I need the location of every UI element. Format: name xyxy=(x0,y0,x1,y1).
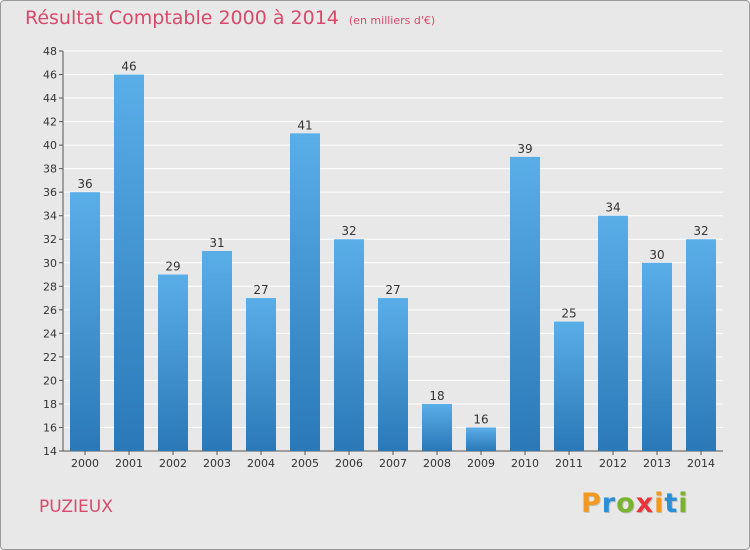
y-tick-label: 14 xyxy=(43,445,57,458)
bar-2014 xyxy=(686,239,716,451)
y-tick-labels: 14 16 18 20 22 24 26 28 30 32 34 36 38 40 42 44 46 48 xyxy=(43,45,63,458)
x-tick-label-2011: 2011 xyxy=(555,457,583,470)
y-tick-label: 32 xyxy=(43,233,57,246)
logo-letter: o xyxy=(616,488,636,519)
bar-2013 xyxy=(642,262,672,451)
y-tick-label: 20 xyxy=(43,374,57,387)
bar-2001 xyxy=(114,74,144,451)
data-label-2002: 29 xyxy=(165,260,180,274)
proxiti-logo: Proxiti xyxy=(581,488,689,519)
bar-2000 xyxy=(70,192,100,452)
y-tick-label: 40 xyxy=(43,139,57,152)
data-label-2011: 25 xyxy=(561,307,576,321)
bar-2002 xyxy=(158,274,188,451)
data-label-2010: 39 xyxy=(517,142,532,156)
logo-letter: i xyxy=(654,488,665,519)
y-tick-label: 26 xyxy=(43,304,57,317)
y-tick-label: 36 xyxy=(43,186,57,199)
data-label-2005: 41 xyxy=(297,118,312,132)
bar-2008 xyxy=(422,403,452,451)
x-tick-label-2012: 2012 xyxy=(599,457,627,470)
y-tick-label: 34 xyxy=(43,210,57,223)
bar-2005 xyxy=(290,133,320,451)
data-label-2000: 36 xyxy=(77,177,92,191)
logo-letter: P xyxy=(581,488,602,519)
commune-name: PUZIEUX xyxy=(39,497,113,517)
y-tick-label: 42 xyxy=(43,116,57,129)
logo-letter: t xyxy=(664,488,679,519)
data-label-2009: 16 xyxy=(473,412,488,426)
bar-2007 xyxy=(378,298,408,451)
x-tick-label-2002: 2002 xyxy=(159,457,187,470)
x-tick-label-2006: 2006 xyxy=(335,457,363,470)
data-label-2004: 27 xyxy=(253,283,268,297)
data-label-2007: 27 xyxy=(385,283,400,297)
x-tick-label-2005: 2005 xyxy=(291,457,319,470)
data-label-2001: 46 xyxy=(121,60,136,74)
y-tick-label: 30 xyxy=(43,257,57,270)
logo-letter: i xyxy=(678,488,689,519)
data-label-2006: 32 xyxy=(341,224,356,238)
bar-2006 xyxy=(334,239,364,451)
x-tick-label-2007: 2007 xyxy=(379,457,407,470)
y-tick-label: 22 xyxy=(43,351,57,364)
x-tick-label-2000: 2000 xyxy=(71,457,99,470)
data-labels: 36 46 29 31 27 41 32 27 18 16 39 25 34 30 32 xyxy=(77,60,708,427)
bar-2010 xyxy=(510,156,540,451)
data-label-2008: 18 xyxy=(429,389,444,403)
logo-letter: x xyxy=(635,488,655,519)
data-label-2014: 32 xyxy=(693,224,708,238)
bar-2012 xyxy=(598,215,628,451)
x-tick-label-2010: 2010 xyxy=(511,457,539,470)
data-label-2012: 34 xyxy=(605,201,620,215)
x-tick-label-2009: 2009 xyxy=(467,457,495,470)
y-tick-label: 24 xyxy=(43,327,57,340)
logo-letter: r xyxy=(601,488,617,519)
y-tick-label: 16 xyxy=(43,421,57,434)
data-label-2003: 31 xyxy=(209,236,224,250)
chart-title: Résultat Comptable 2000 à 2014 (en millie… xyxy=(25,7,435,29)
y-tick-label: 46 xyxy=(43,69,57,82)
x-tick-label-2001: 2001 xyxy=(115,457,143,470)
chart-subtitle: (en milliers d'€) xyxy=(348,14,436,27)
bar-2004 xyxy=(246,298,276,451)
y-tick-label: 44 xyxy=(43,92,57,105)
x-tick-label-2004: 2004 xyxy=(247,457,275,470)
x-tick-label-2014: 2014 xyxy=(687,457,715,470)
y-tick-label: 28 xyxy=(43,280,57,293)
x-tick-label-2003: 2003 xyxy=(203,457,231,470)
x-tick-labels: 2000 2001 2002 2003 2004 2005 2006 2007 2008 2009… xyxy=(71,451,715,470)
bar-2011 xyxy=(554,321,584,451)
data-label-2013: 30 xyxy=(649,248,664,262)
chart-title-text: Résultat Comptable 2000 à 2014 xyxy=(25,7,339,29)
y-tick-label: 48 xyxy=(43,45,57,58)
bars xyxy=(70,74,716,452)
y-tick-label: 18 xyxy=(43,398,57,411)
y-tick-label: 38 xyxy=(43,163,57,176)
bar-2009 xyxy=(466,427,496,451)
x-tick-label-2013: 2013 xyxy=(643,457,671,470)
x-tick-label-2008: 2008 xyxy=(423,457,451,470)
bar-2003 xyxy=(202,251,232,451)
